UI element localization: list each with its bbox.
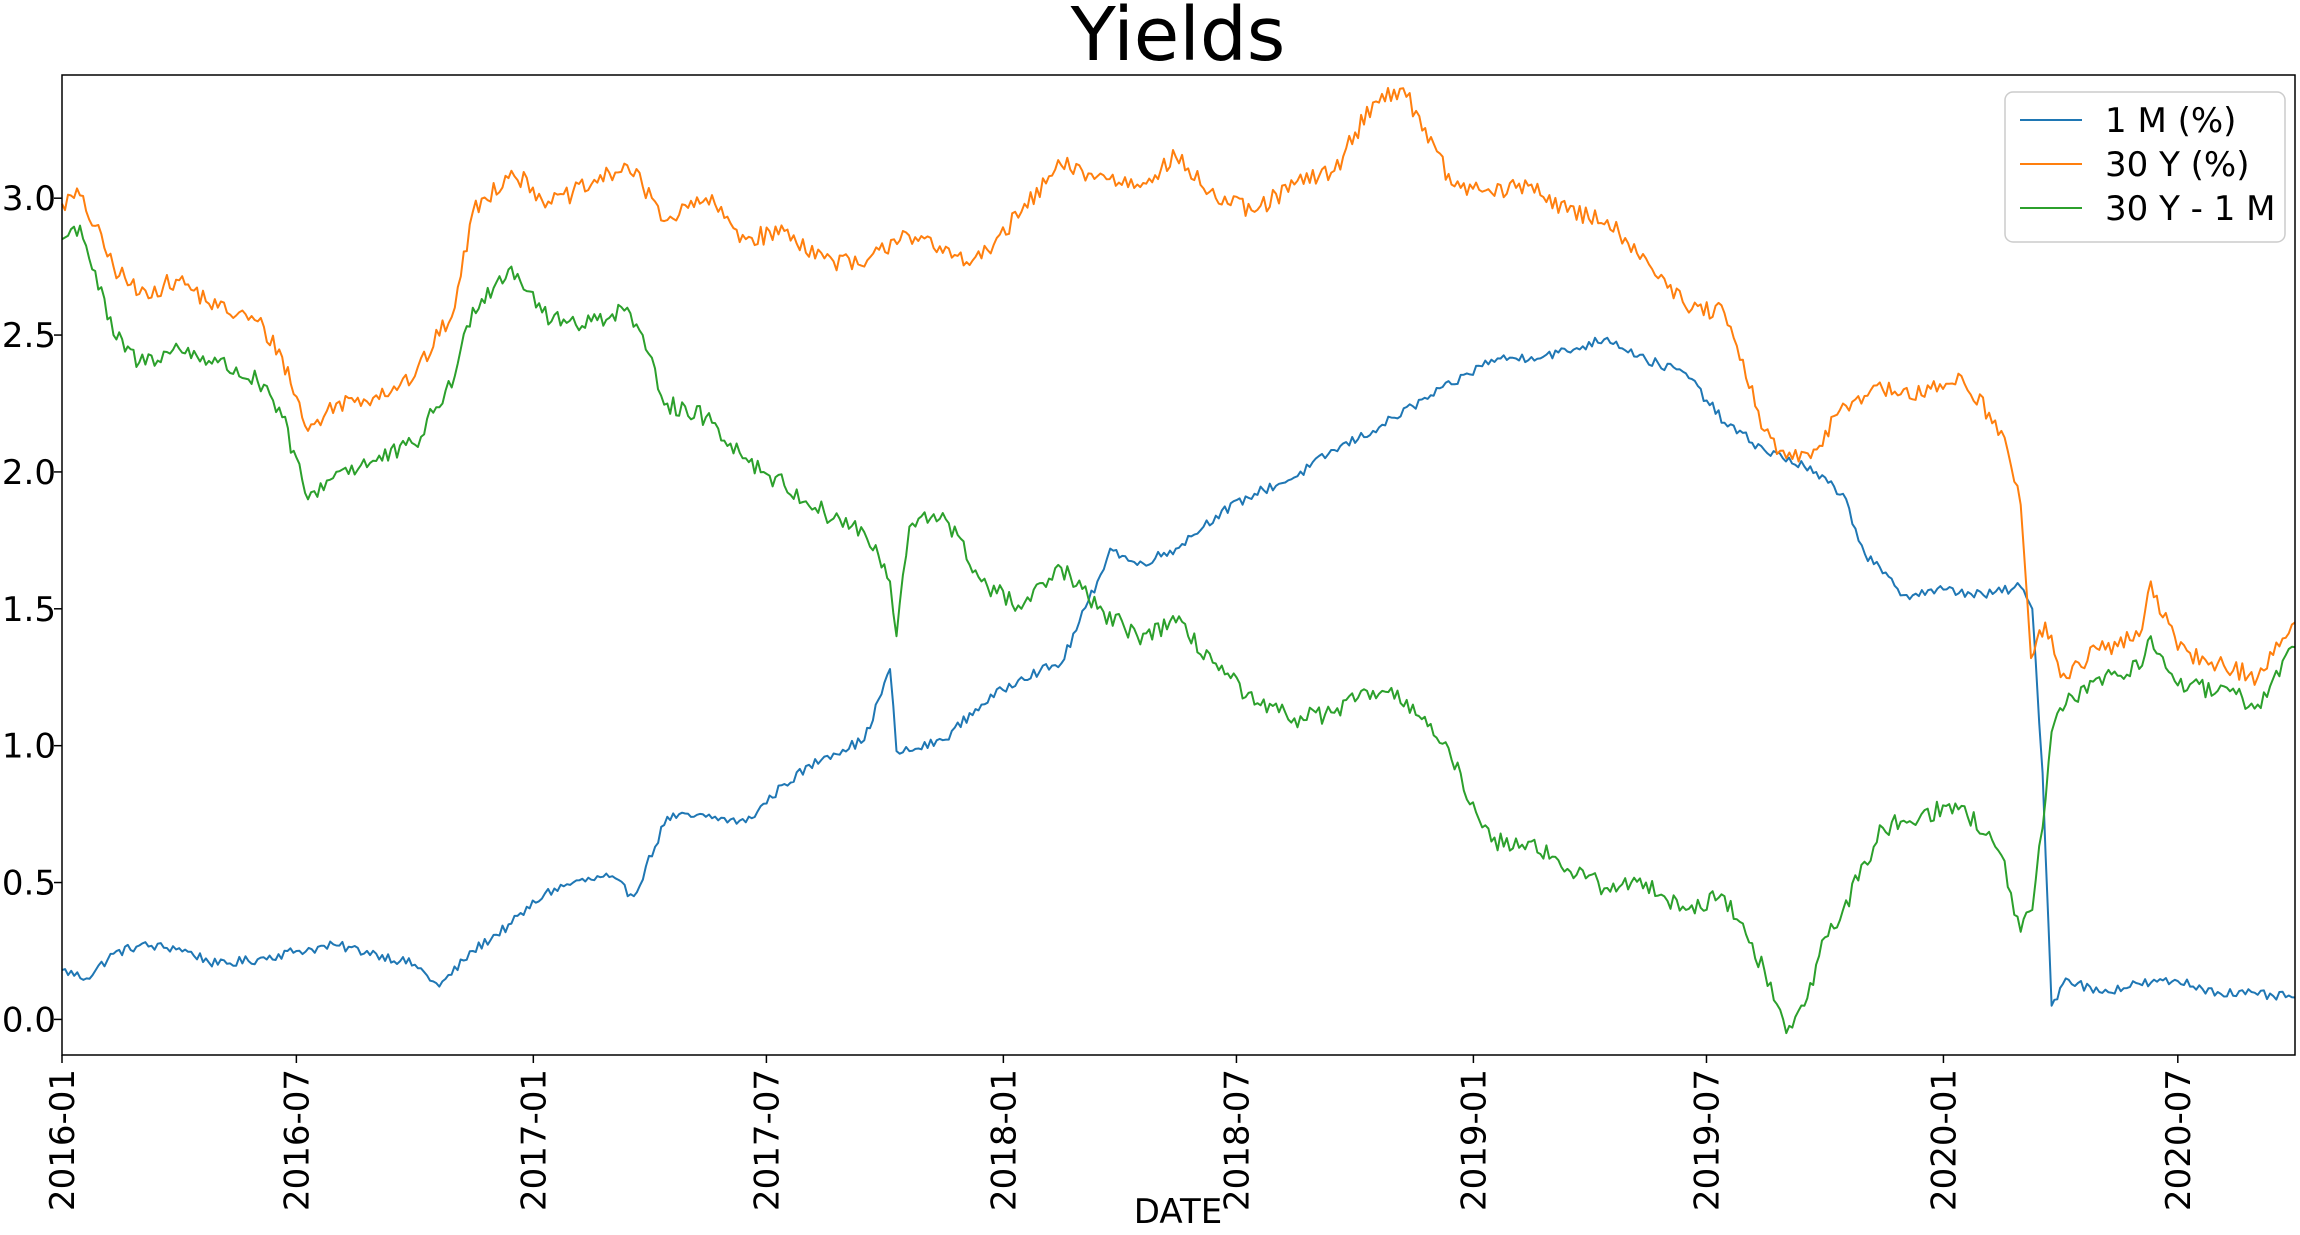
series-layer bbox=[61, 87, 2296, 1035]
x-tick-label: 2020-01 bbox=[1924, 1069, 1964, 1211]
series-line-3 bbox=[61, 224, 2296, 1035]
chart-title: Yields bbox=[1070, 0, 1286, 78]
y-tick-label: 0.5 bbox=[2, 864, 56, 904]
x-axis-label: DATE bbox=[1134, 1192, 1222, 1232]
series-line-2 bbox=[61, 87, 2296, 686]
legend-box bbox=[2004, 91, 2286, 243]
x-tick-label: 2017-01 bbox=[514, 1069, 554, 1211]
legend-label-1: 1 M (%) bbox=[2105, 101, 2236, 141]
y-tick-label: 1.5 bbox=[2, 590, 56, 630]
y-tick-label: 2.5 bbox=[2, 316, 56, 356]
plot-frame bbox=[61, 74, 2296, 1056]
legend-label-3: 30 Y - 1 M bbox=[2105, 189, 2276, 229]
y-tick-label: 2.0 bbox=[2, 453, 56, 493]
x-tick-label: 2018-01 bbox=[984, 1069, 1024, 1211]
series-line-1 bbox=[61, 336, 2296, 1007]
x-tick-label: 2019-01 bbox=[1454, 1069, 1494, 1211]
x-tick-label: 2020-07 bbox=[2159, 1069, 2199, 1211]
x-tick-label: 2019-07 bbox=[1687, 1069, 1727, 1211]
x-axis: 2016-01 2016-07 2017-01 2017-07 2018-01 2018-… bbox=[43, 1055, 2199, 1211]
y-tick-label: 1.0 bbox=[2, 727, 56, 767]
y-axis: 0.0 0.5 1.0 1.5 2.0 2.5 3.0 bbox=[2, 179, 62, 1040]
y-tick-label: 0.0 bbox=[2, 1000, 56, 1040]
x-tick-label: 2017-07 bbox=[747, 1069, 787, 1211]
x-tick-label: 2018-07 bbox=[1217, 1069, 1257, 1211]
y-tick-label: 3.0 bbox=[2, 179, 56, 219]
legend-label-2: 30 Y (%) bbox=[2105, 145, 2249, 185]
x-tick-label: 2016-01 bbox=[43, 1069, 83, 1211]
legend: 1 M (%)30 Y (%)30 Y - 1 M bbox=[2004, 91, 2286, 243]
x-tick-label: 2016-07 bbox=[277, 1069, 317, 1211]
